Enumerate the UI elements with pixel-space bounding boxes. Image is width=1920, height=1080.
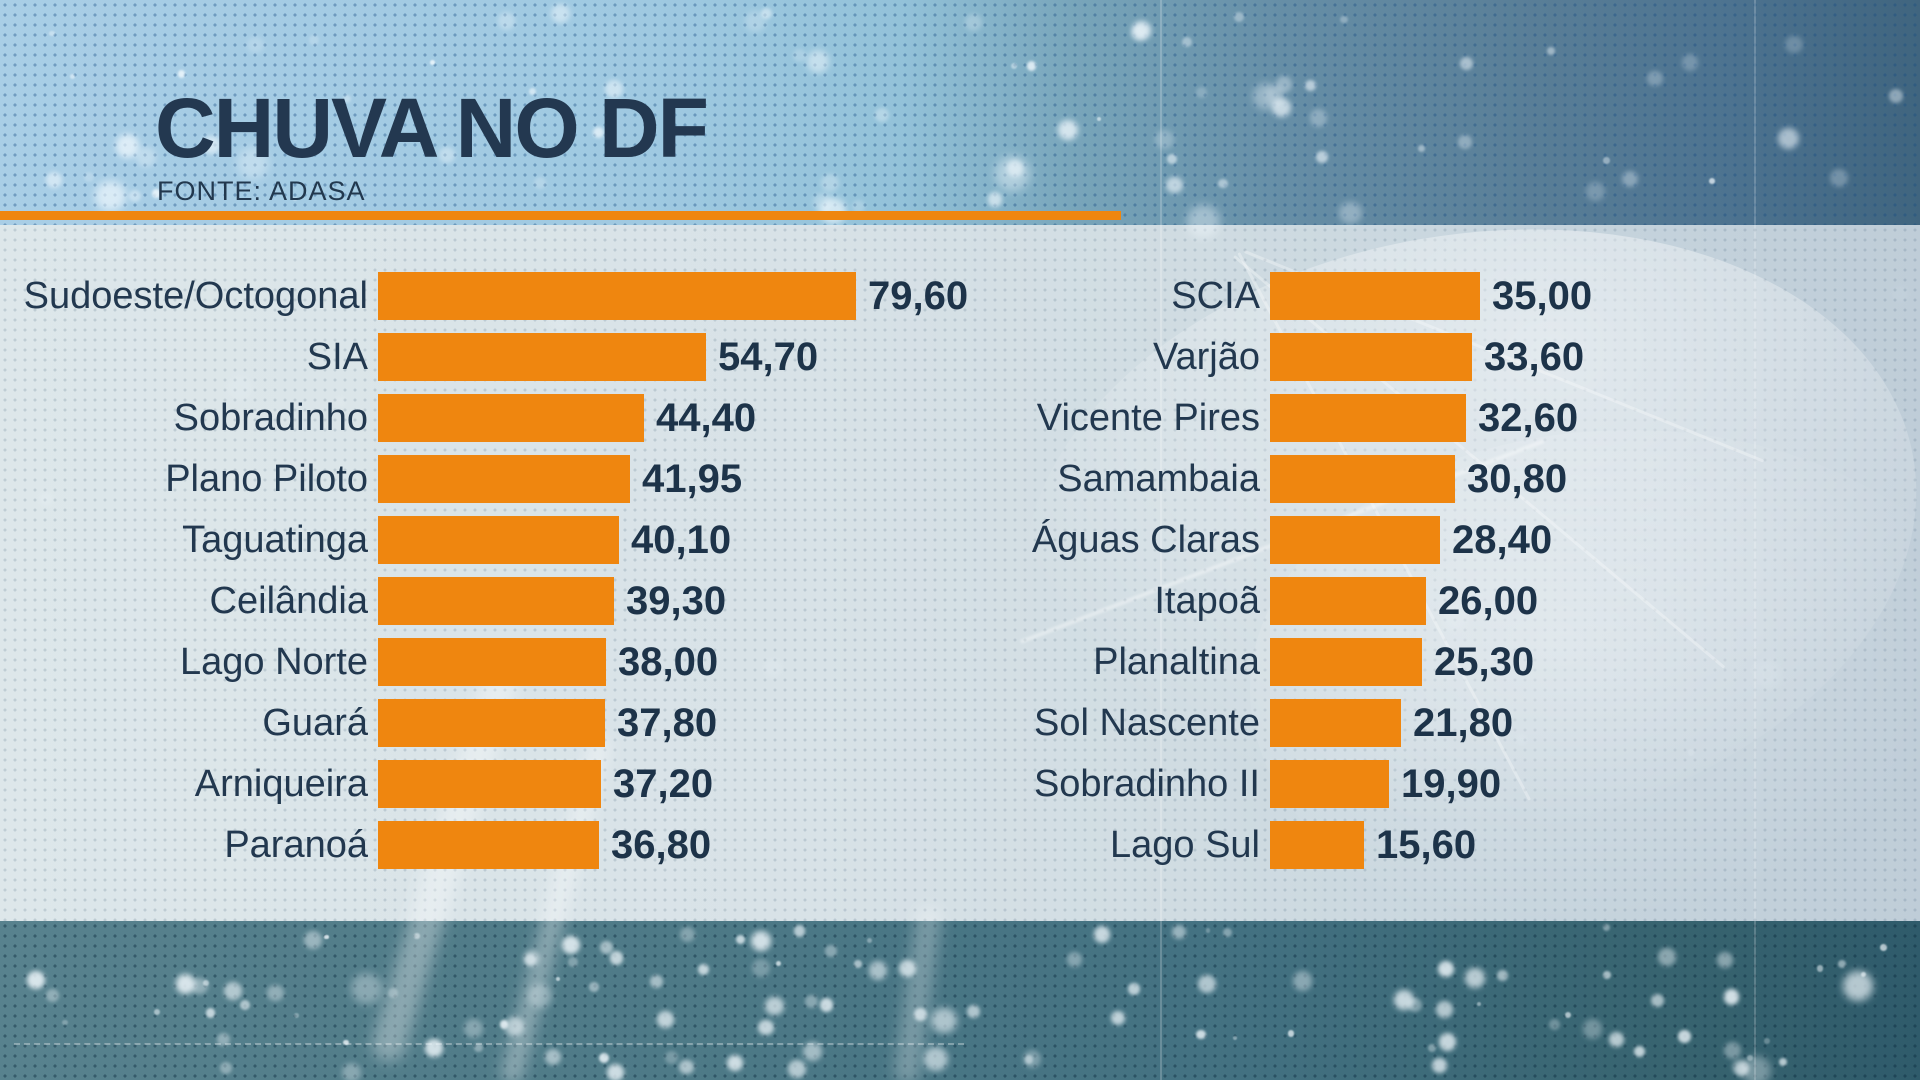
bar-value: 35,00 xyxy=(1492,274,1593,318)
bar xyxy=(378,638,606,686)
bar xyxy=(1270,333,1472,381)
bar xyxy=(1270,272,1480,320)
bar-value: 32,60 xyxy=(1478,396,1579,440)
bar xyxy=(1270,821,1364,869)
background-bottom-band xyxy=(0,921,1920,1080)
bar-label: Taguatinga xyxy=(182,519,368,561)
bar-value: 28,40 xyxy=(1452,518,1553,562)
bar-label: Águas Claras xyxy=(1031,519,1260,561)
chart-panel-background xyxy=(0,225,1920,921)
bar-label: Ceilândia xyxy=(209,580,368,622)
bar-value: 41,95 xyxy=(642,457,743,501)
bar-label: Varjão xyxy=(1152,336,1260,378)
bar-label: Arniqueira xyxy=(194,763,368,805)
bar xyxy=(378,577,614,625)
bar xyxy=(378,699,605,747)
source-credit: FONTE: ADASA xyxy=(157,176,366,206)
bar-value: 40,10 xyxy=(631,518,732,562)
bar-value: 25,30 xyxy=(1434,640,1535,684)
bar-label: Itapoã xyxy=(1154,580,1260,622)
bar-label: Sudoeste/Octogonal xyxy=(23,275,368,317)
bar xyxy=(1270,699,1401,747)
bar xyxy=(378,760,601,808)
bar-value: 30,80 xyxy=(1467,457,1568,501)
bar-label: Plano Piloto xyxy=(165,458,368,500)
bar xyxy=(378,272,856,320)
bar-value: 44,40 xyxy=(656,396,757,440)
bar xyxy=(1270,577,1426,625)
bar-value: 19,90 xyxy=(1401,762,1502,806)
bar-value: 26,00 xyxy=(1438,579,1539,623)
bar-label: Samambaia xyxy=(1057,458,1260,500)
bar-label: Lago Sul xyxy=(1109,824,1260,866)
bar xyxy=(378,394,644,442)
bar xyxy=(378,455,630,503)
bar-label: Planaltina xyxy=(1093,641,1260,683)
bar xyxy=(378,821,599,869)
bar-value: 37,20 xyxy=(613,762,714,806)
bar-label: SCIA xyxy=(1171,275,1260,317)
bar-value: 21,80 xyxy=(1413,701,1514,745)
bar-label: Paranoá xyxy=(224,824,368,866)
bar-label: SIA xyxy=(306,336,368,378)
bar-value: 54,70 xyxy=(718,335,819,379)
bar-value: 15,60 xyxy=(1376,823,1477,867)
bar-label: Sobradinho II xyxy=(1033,763,1260,805)
bar-label: Vicente Pires xyxy=(1036,397,1260,439)
bar xyxy=(1270,760,1389,808)
bar xyxy=(378,516,619,564)
bar-label: Sol Nascente xyxy=(1033,702,1260,744)
bar xyxy=(1270,516,1440,564)
bar-value: 39,30 xyxy=(626,579,727,623)
bar-value: 37,80 xyxy=(617,701,718,745)
bar-value: 36,80 xyxy=(611,823,712,867)
bar-label: Guará xyxy=(262,702,368,744)
page-title: CHUVA NO DF xyxy=(155,81,709,175)
bar-label: Sobradinho xyxy=(173,397,368,439)
bar-value: 79,60 xyxy=(868,274,969,318)
bar-label: Lago Norte xyxy=(179,641,368,683)
header-accent-rule xyxy=(0,211,1121,220)
bar xyxy=(1270,455,1455,503)
bar-value: 33,60 xyxy=(1484,335,1585,379)
bar xyxy=(1270,638,1422,686)
bar xyxy=(1270,394,1466,442)
bar xyxy=(378,333,706,381)
bar-value: 38,00 xyxy=(618,640,719,684)
